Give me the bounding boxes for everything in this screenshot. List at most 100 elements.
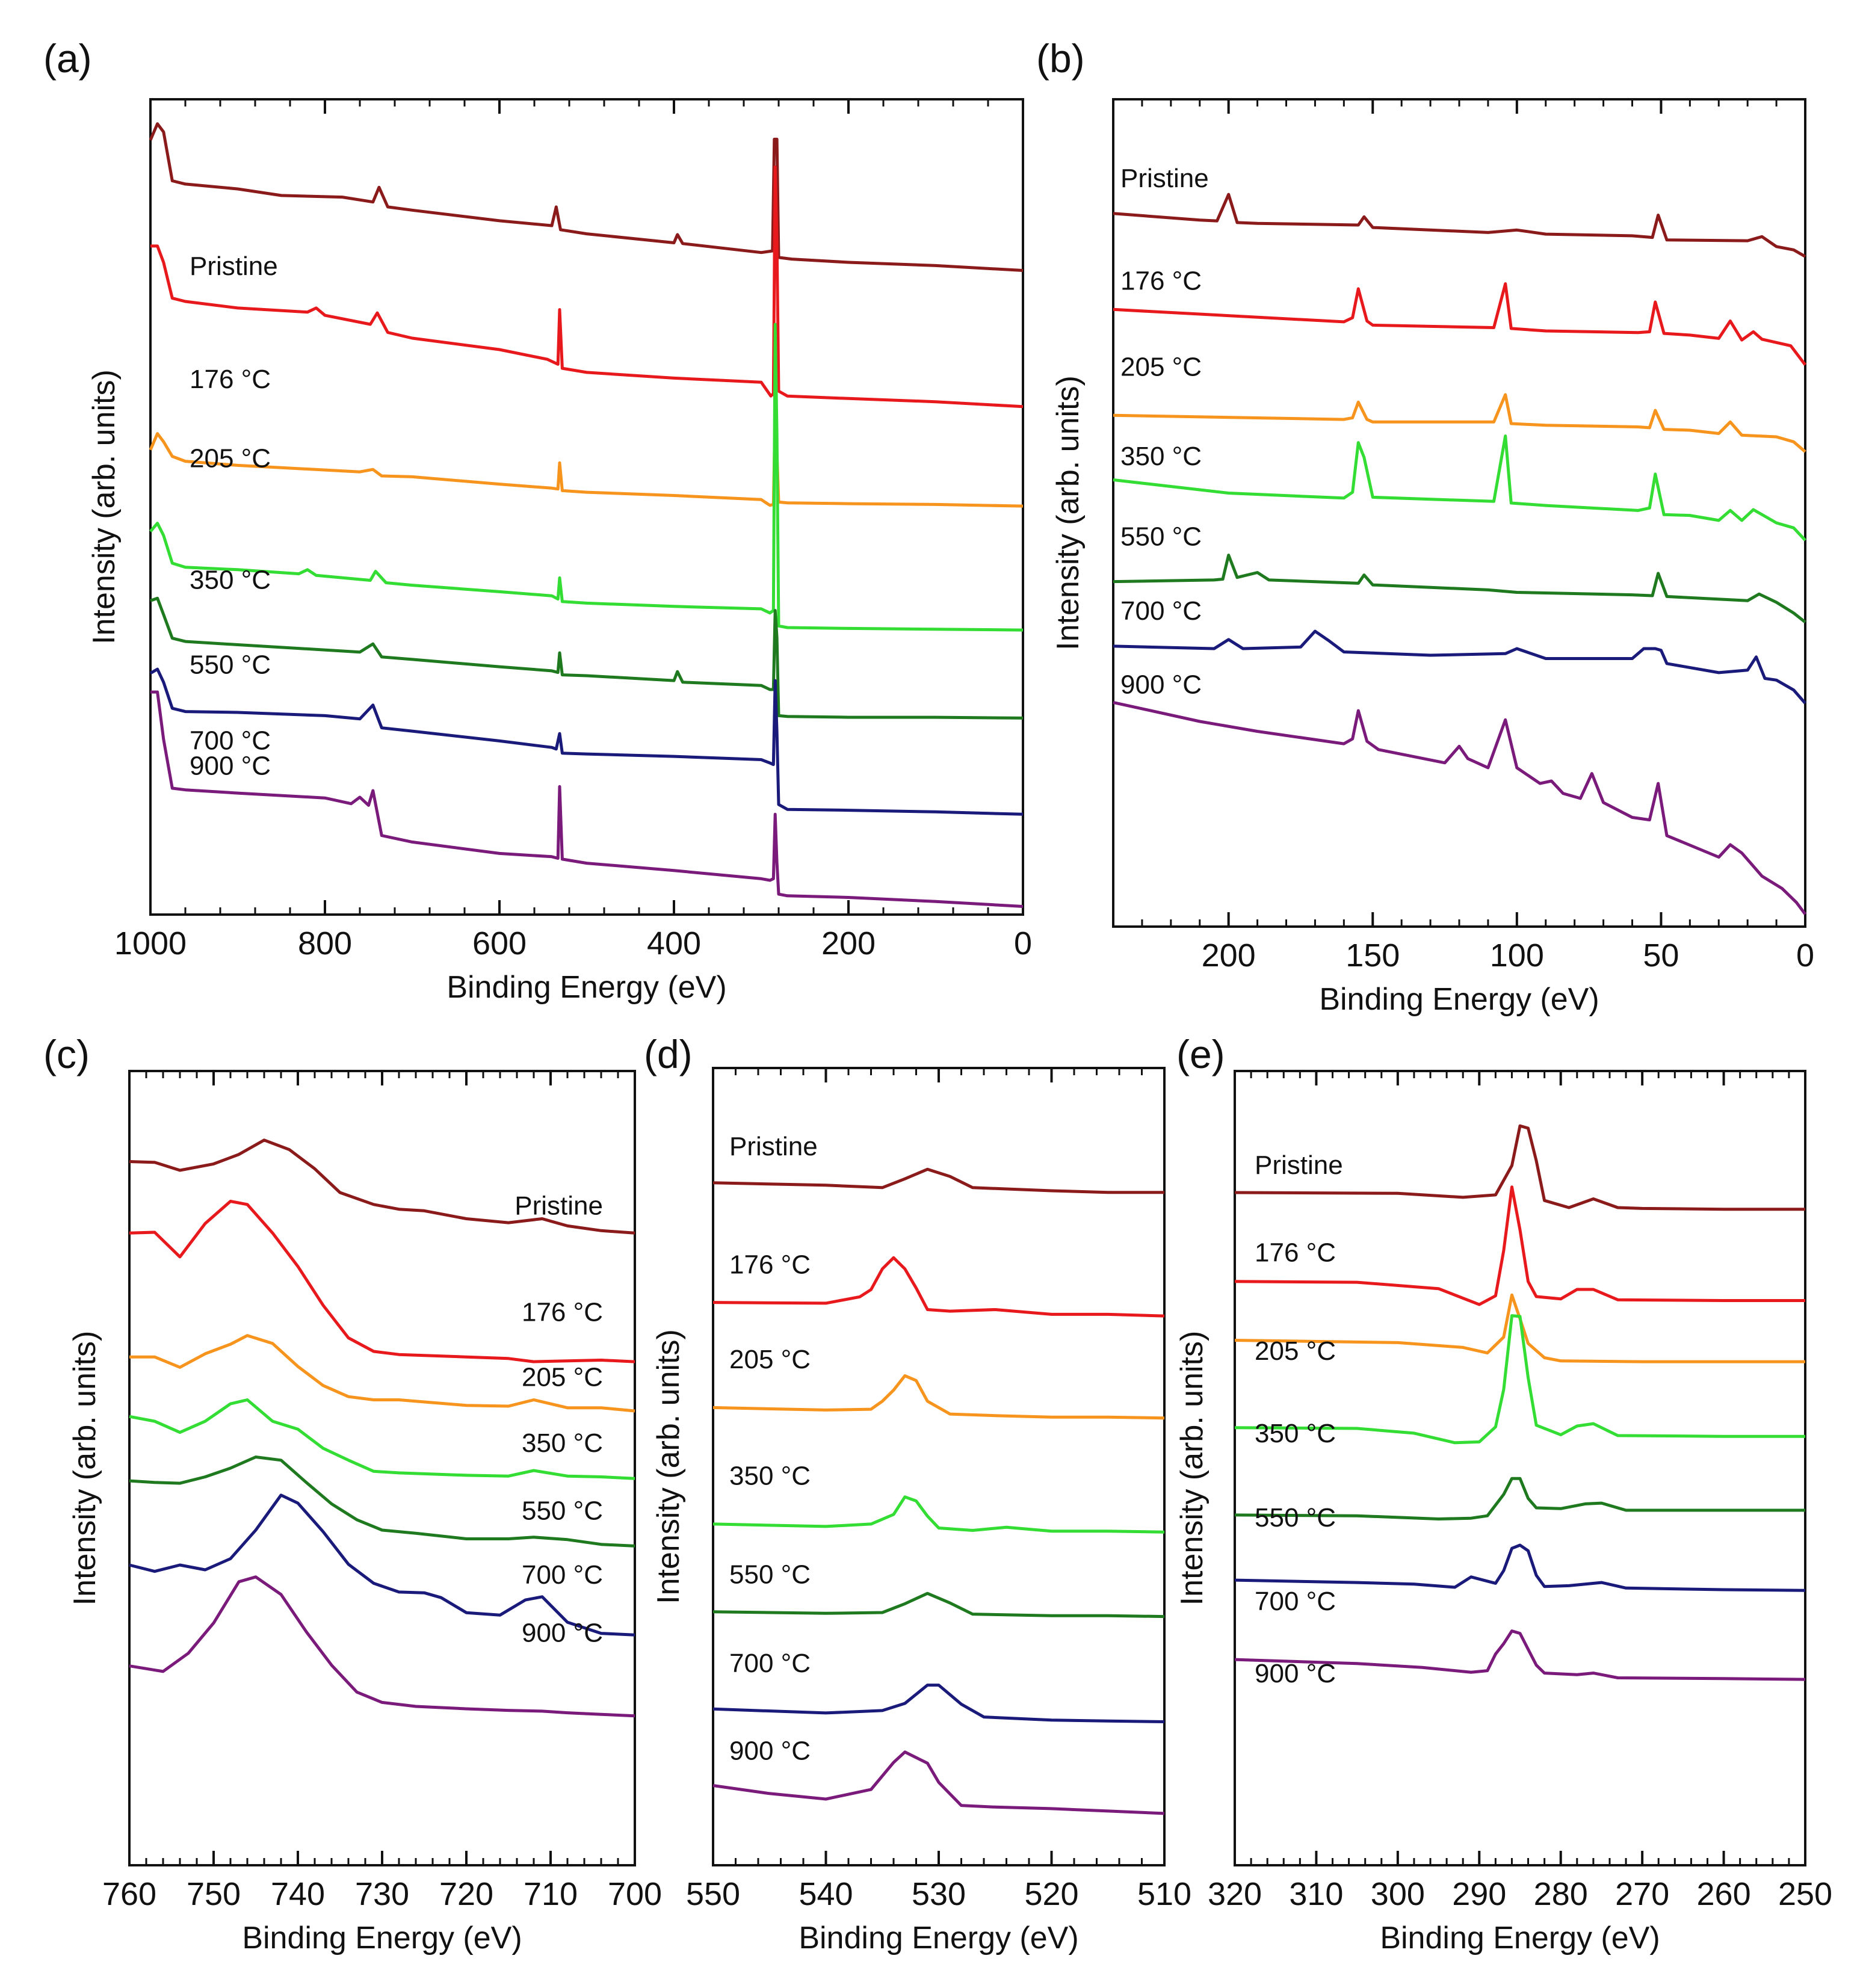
x-axis-label: Binding Energy (eV) <box>1319 982 1599 1017</box>
x-tick-label: 200 <box>821 925 876 962</box>
series-line-900c <box>1113 700 1807 915</box>
series-line-550c <box>129 1455 635 1548</box>
panel-a: (a) 1000 800 600 400 200 0 Binding Energy (eV) I… <box>43 36 1032 1005</box>
series-label: 205 °C <box>522 1363 603 1392</box>
x-tick-label: 730 <box>355 1876 409 1912</box>
series-line-pristine <box>712 1167 1164 1194</box>
x-tick-label: 550 <box>686 1876 740 1912</box>
series-label: 176 °C <box>1120 267 1202 296</box>
series-label: Pristine <box>514 1191 603 1220</box>
x-tick-label: 260 <box>1697 1876 1751 1912</box>
plot-frame <box>128 1070 636 1866</box>
series-line-pristine <box>1234 1124 1805 1211</box>
series-label: 550 °C <box>1255 1503 1336 1533</box>
series-label: 700 °C <box>190 726 271 755</box>
series-line-350c <box>149 323 1024 632</box>
series-line-700c <box>129 1493 635 1637</box>
panel-label: (b) <box>1036 36 1085 81</box>
series-line-176c <box>1234 1185 1805 1306</box>
series-label: 900 °C <box>522 1619 603 1648</box>
series-label: 550 °C <box>729 1560 811 1590</box>
series-label: 350 °C <box>1255 1419 1336 1448</box>
series-line-900c <box>712 1750 1165 1815</box>
series-label: 176 °C <box>522 1297 603 1327</box>
x-tick-label: 200 <box>1202 937 1256 974</box>
x-tick-label: 540 <box>799 1876 853 1912</box>
series-line-pristine <box>1113 193 1806 258</box>
series-line-350c <box>1234 1314 1805 1445</box>
series-label: 550 °C <box>1120 522 1202 551</box>
y-axis-label: Intensity (arb. units) <box>1051 375 1086 650</box>
plot-frame <box>1112 98 1806 928</box>
x-tick-label: 520 <box>1024 1876 1078 1912</box>
series-label: 700 °C <box>522 1560 603 1590</box>
series-label: 350 °C <box>522 1428 603 1458</box>
series-label: 176 °C <box>729 1250 811 1279</box>
series-label: 700 °C <box>1255 1587 1336 1616</box>
series-label: Pristine <box>1255 1150 1343 1180</box>
series-line-205c <box>1113 393 1806 453</box>
series-label: Pristine <box>1120 164 1209 193</box>
panel-label: (a) <box>43 36 92 81</box>
x-axis-label: Binding Energy (eV) <box>799 1921 1078 1956</box>
series-line-176c <box>150 165 1024 409</box>
series-line-900c <box>150 690 1024 908</box>
series-label: 205 °C <box>1255 1336 1336 1366</box>
series-label: 176 °C <box>1255 1238 1336 1267</box>
series-line-900c <box>1234 1629 1806 1681</box>
series-line-350c <box>712 1495 1165 1534</box>
y-axis-label: Intensity (arb. units) <box>651 1329 686 1604</box>
x-tick-label: 510 <box>1137 1876 1191 1912</box>
series-label: 900 °C <box>729 1736 811 1766</box>
series-line-205c <box>129 1334 635 1413</box>
series-label: 700 °C <box>1120 596 1202 626</box>
x-tick-label: 0 <box>1014 925 1032 962</box>
panel-c: (c) 760 750 740 730 720 710 700 Binding Energy (… <box>43 1032 662 1956</box>
x-tick-label: 0 <box>1796 937 1814 974</box>
series-line-pristine <box>129 1138 635 1235</box>
y-axis-label: Intensity (arb. units) <box>1175 1331 1210 1606</box>
plot-frame <box>149 98 1024 916</box>
series-line-176c <box>1113 282 1806 366</box>
x-tick-label: 50 <box>1643 937 1679 974</box>
x-tick-label: 400 <box>647 925 701 962</box>
x-tick-label: 750 <box>187 1876 241 1912</box>
x-tick-label: 800 <box>298 925 352 962</box>
panel-e: (e) 320 310 300 290 280 270 260 250 Binding Energ… <box>1175 1032 1832 1956</box>
series-line-700c <box>149 667 1024 816</box>
series-line-550c <box>150 596 1024 720</box>
series-line-550c <box>712 1591 1165 1619</box>
x-tick-label: 720 <box>439 1876 493 1912</box>
x-tick-label: 300 <box>1371 1876 1425 1912</box>
x-axis-label: Binding Energy (eV) <box>242 1921 522 1956</box>
series-line-550c <box>1234 1477 1805 1520</box>
series-label: 550 °C <box>522 1496 603 1525</box>
x-tick-label: 760 <box>102 1876 156 1912</box>
series-label: 205 °C <box>729 1345 811 1374</box>
panel-label: (d) <box>644 1032 693 1076</box>
series-label: Pristine <box>729 1132 818 1161</box>
series-line-700c <box>1234 1543 1806 1592</box>
x-axis-label: Binding Energy (eV) <box>446 970 726 1005</box>
y-axis-label: Intensity (arb. units) <box>87 369 122 644</box>
series-label: 205 °C <box>1120 353 1202 382</box>
x-tick-label: 270 <box>1615 1876 1669 1912</box>
y-axis-label: Intensity (arb. units) <box>67 1331 102 1606</box>
x-tick-label: 320 <box>1208 1876 1262 1912</box>
x-tick-label: 600 <box>472 925 527 962</box>
x-tick-label: 740 <box>271 1876 325 1912</box>
series-line-350c <box>129 1398 635 1480</box>
x-tick-label: 290 <box>1452 1876 1506 1912</box>
x-tick-label: 150 <box>1346 937 1400 974</box>
panel-label: (c) <box>43 1032 90 1076</box>
series-line-205c <box>712 1374 1165 1420</box>
x-tick-label: 250 <box>1778 1876 1832 1912</box>
series-label: 350 °C <box>190 565 271 594</box>
x-tick-label: 710 <box>524 1876 578 1912</box>
series-label: 350 °C <box>1120 442 1202 471</box>
series-line-pristine <box>149 122 1024 272</box>
series-line-700c <box>1113 629 1806 705</box>
series-label: 350 °C <box>729 1461 811 1490</box>
series-line-700c <box>712 1684 1165 1723</box>
